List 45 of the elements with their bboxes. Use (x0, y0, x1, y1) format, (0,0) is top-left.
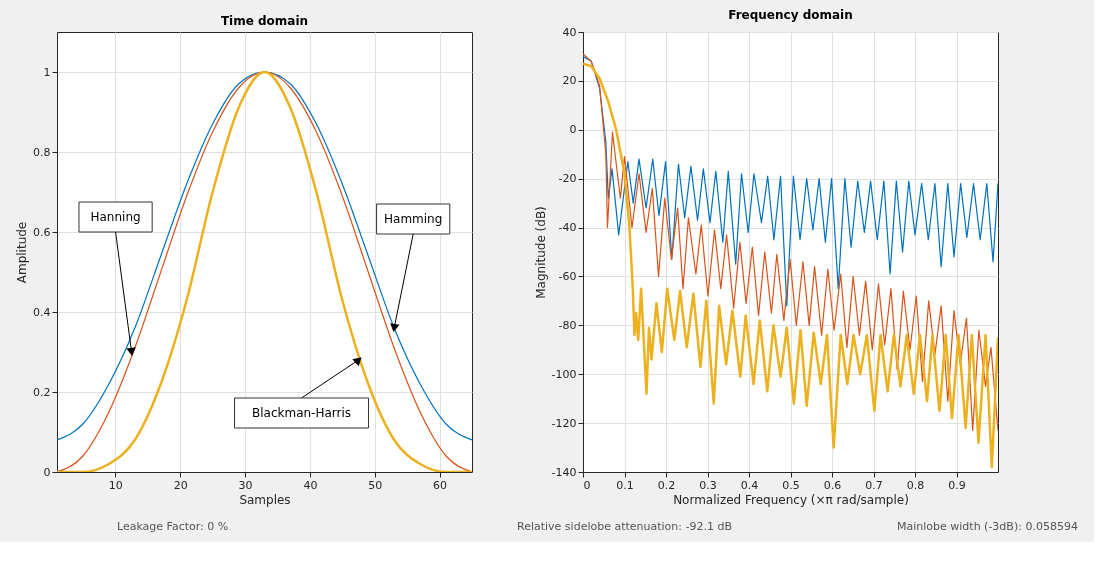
y-tick-label: -20 (558, 172, 577, 186)
y-tick-label: 0.4 (33, 305, 51, 319)
y-tick-label: 20 (562, 74, 577, 88)
y-axis-title: Magnitude (dB) (533, 206, 548, 299)
y-tick-label: -100 (551, 367, 577, 381)
x-tick-label: 0 (583, 478, 591, 492)
x-tick-label: 0.4 (740, 478, 759, 492)
x-axis-title: Samples (239, 492, 291, 507)
x-tick-label: 40 (303, 478, 318, 492)
x-tick-label: 0.8 (906, 478, 925, 492)
y-tick-label: 0.2 (33, 385, 51, 399)
x-tick-label: 0.5 (782, 478, 800, 492)
x-tick-label: 0.2 (657, 478, 676, 492)
annotation: Hamming (384, 212, 443, 226)
y-tick-label: -80 (558, 318, 577, 332)
annotation: Blackman-Harris (251, 406, 352, 420)
y-tick-label: 0.8 (33, 145, 51, 159)
line-series (583, 55, 998, 307)
y-axis-title: Amplitude (15, 221, 30, 284)
x-tick-label: 50 (368, 478, 383, 492)
y-tick-label: -140 (551, 465, 577, 479)
chart-title: Frequency domain (728, 8, 853, 22)
x-tick-label: 20 (173, 478, 188, 492)
y-tick-label: 40 (562, 25, 577, 39)
text: Relative sidelobe attenuation: -92.1 dB (517, 520, 733, 533)
y-tick-label: -40 (558, 221, 577, 235)
x-tick-label: 0.1 (616, 478, 634, 492)
x-tick-label: 60 (433, 478, 448, 492)
annotation: Hanning (90, 210, 141, 224)
chart-title: Time domain (220, 14, 309, 28)
y-tick-label: 1 (43, 65, 51, 79)
y-tick-label: 0.6 (33, 225, 51, 239)
x-tick-label: 0.9 (948, 478, 966, 492)
x-tick-label: 0.6 (823, 478, 842, 492)
x-tick-label: 30 (238, 478, 253, 492)
y-tick-label: 0 (43, 465, 51, 479)
y-tick-label: 0 (569, 123, 577, 137)
y-tick-label: -60 (558, 269, 577, 283)
text: Leakage Factor: 0 % (117, 520, 229, 533)
y-tick-label: -120 (551, 416, 577, 430)
text: Mainlobe width (-3dB): 0.058594 (897, 520, 1078, 533)
x-tick-label: 10 (108, 478, 123, 492)
x-tick-label: 0.7 (865, 478, 883, 492)
x-axis-title: Normalized Frequency (×π rad/sample) (673, 492, 909, 507)
x-tick-label: 0.3 (699, 478, 717, 492)
